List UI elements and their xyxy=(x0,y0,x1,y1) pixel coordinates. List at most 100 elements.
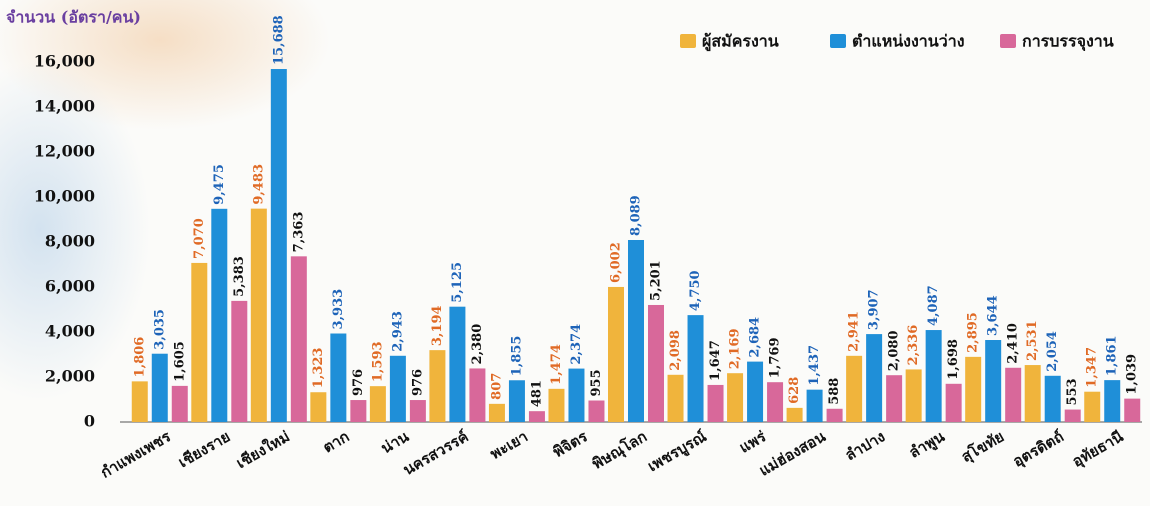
legend-swatch xyxy=(680,34,696,48)
y-tick-label: 8,000 xyxy=(45,232,95,251)
bar xyxy=(1064,409,1081,422)
bar xyxy=(1044,375,1061,422)
watercolor xyxy=(0,60,150,400)
bar xyxy=(250,208,267,422)
y-tick-label: 0 xyxy=(84,412,95,431)
data-label: 2,380 xyxy=(470,324,485,365)
legend-label: การบรรจุงาน xyxy=(1022,32,1114,52)
data-label: 3,933 xyxy=(331,289,346,330)
bar xyxy=(350,400,367,422)
data-label: 15,688 xyxy=(271,15,286,65)
data-label: 1,861 xyxy=(1105,335,1120,376)
bar xyxy=(886,375,903,422)
y-tick-label: 6,000 xyxy=(45,277,95,296)
data-label: 2,054 xyxy=(1045,331,1060,372)
bar xyxy=(628,239,644,422)
bar xyxy=(369,386,386,422)
bar xyxy=(1005,367,1022,422)
bar xyxy=(330,333,347,422)
data-label: 2,684 xyxy=(748,317,763,358)
data-label: 3,644 xyxy=(986,295,1001,336)
bar xyxy=(171,385,188,422)
bar xyxy=(588,400,605,422)
data-label: 976 xyxy=(351,369,366,396)
data-label: 2,410 xyxy=(1006,323,1021,364)
bar xyxy=(409,400,426,422)
bar xyxy=(826,408,843,422)
data-label: 955 xyxy=(589,369,604,396)
data-label: 5,201 xyxy=(649,260,664,301)
bar xyxy=(905,369,922,422)
data-label: 1,593 xyxy=(370,341,385,382)
data-label: 553 xyxy=(1065,378,1080,405)
bar xyxy=(310,392,327,422)
data-label: 2,098 xyxy=(668,330,683,371)
bar xyxy=(687,315,704,422)
data-label: 5,125 xyxy=(450,262,465,303)
data-label: 1,855 xyxy=(509,336,524,377)
data-label: 628 xyxy=(787,377,802,404)
y-tick-label: 16,000 xyxy=(34,52,95,71)
y-tick-label: 2,000 xyxy=(45,367,95,386)
data-label: 9,475 xyxy=(212,164,227,205)
data-label: 1,437 xyxy=(807,345,822,386)
bar xyxy=(1084,391,1101,422)
bar xyxy=(846,355,863,422)
legend-label: ผู้สมัครงาน xyxy=(702,32,779,53)
bar xyxy=(727,373,744,422)
bar xyxy=(707,384,724,422)
data-label: 7,070 xyxy=(192,218,207,259)
data-label: 807 xyxy=(489,373,504,400)
data-label: 2,531 xyxy=(1025,320,1040,361)
bar xyxy=(270,69,287,423)
data-label: 1,323 xyxy=(311,348,326,389)
bar xyxy=(488,403,505,422)
data-label: 1,347 xyxy=(1085,347,1100,388)
data-label: 976 xyxy=(410,369,425,396)
y-axis-label: จำนวน (อัตรา/คน) xyxy=(6,8,141,27)
legend-swatch xyxy=(1000,34,1016,48)
data-label: 1,698 xyxy=(946,339,961,380)
data-label: 1,474 xyxy=(549,344,564,385)
y-tick-label: 12,000 xyxy=(34,142,95,161)
data-label: 7,363 xyxy=(291,212,306,253)
data-label: 1,647 xyxy=(708,340,723,381)
bar xyxy=(806,389,823,422)
bar xyxy=(191,262,208,422)
data-label: 4,087 xyxy=(926,285,941,326)
bar xyxy=(469,368,486,422)
bar xyxy=(1024,365,1041,422)
bar xyxy=(945,383,962,422)
data-label: 5,383 xyxy=(232,256,247,297)
data-label: 481 xyxy=(529,380,544,407)
legend-swatch xyxy=(830,34,846,48)
bar xyxy=(508,380,525,422)
y-tick-label: 10,000 xyxy=(34,187,95,206)
y-tick-label: 14,000 xyxy=(34,97,95,116)
bar xyxy=(231,300,248,422)
data-label: 8,089 xyxy=(629,195,644,236)
data-label: 2,941 xyxy=(847,311,862,352)
legend: ผู้สมัครงาน ตำแหน่งงานว่าง การบรรจุงาน xyxy=(680,32,1114,53)
data-label: 3,035 xyxy=(152,309,167,350)
bar xyxy=(786,407,803,422)
data-label: 1,605 xyxy=(172,341,187,382)
bar xyxy=(866,334,883,422)
data-label: 2,336 xyxy=(906,325,921,366)
bar xyxy=(747,361,764,422)
data-label: 2,080 xyxy=(887,330,902,371)
bar xyxy=(985,340,1002,422)
bar xyxy=(667,374,684,422)
data-label: 9,483 xyxy=(251,164,266,205)
data-label: 1,806 xyxy=(132,337,147,378)
data-label: 2,895 xyxy=(966,312,981,353)
bar xyxy=(290,256,307,422)
bar xyxy=(608,286,624,422)
data-label: 588 xyxy=(827,378,842,405)
data-label: 1,039 xyxy=(1125,354,1140,395)
data-label: 6,002 xyxy=(609,242,624,283)
bar xyxy=(767,382,784,422)
data-label: 4,750 xyxy=(688,270,703,311)
